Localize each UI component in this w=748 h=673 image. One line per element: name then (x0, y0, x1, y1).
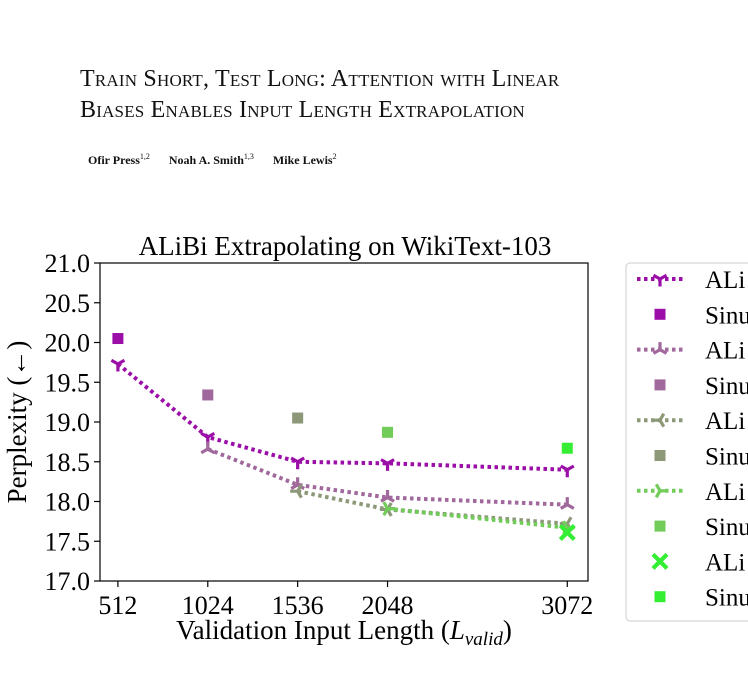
legend-marker (652, 342, 668, 355)
legend-item-9: Sinu (654, 585, 748, 612)
x-tick-label: 1536 (272, 591, 324, 620)
legend-marker (654, 308, 666, 320)
x-tick-label: 1024 (182, 591, 234, 620)
author-name: Mike Lewis (272, 153, 333, 167)
series-line (207, 447, 568, 507)
legend-item-3: Sinu (654, 373, 748, 400)
series-line (387, 506, 568, 530)
legend-item-5: Sinu (654, 444, 748, 471)
series-layer (110, 333, 576, 541)
y-tick-label: 20.5 (45, 289, 91, 318)
x-axis-label: Validation Input Length (Lvalid) (176, 615, 512, 650)
series-3 (202, 389, 214, 401)
author-3: Mike Lewis2 (272, 152, 337, 167)
author-name: Ofir Press (88, 153, 140, 167)
perplexity-chart: ALiBi Extrapolating on WikiText-103 17.0… (2, 231, 748, 650)
author-affiliation: 1,2 (139, 152, 150, 161)
data-point (292, 412, 304, 424)
series-8 (558, 524, 576, 541)
y-tick-label: 17.5 (45, 527, 91, 556)
data-point (202, 389, 214, 401)
x-axis-label-close: ) (503, 615, 512, 645)
legend-item-4: ALi (637, 408, 745, 435)
legend: ALi Sinu ALi Sinu ALi Sinu ALi Sinu ALi Sinu (625, 262, 748, 622)
legend-label: Sinu (705, 585, 748, 612)
y-tick-label: 18.0 (45, 488, 91, 517)
legend-marker (652, 412, 666, 428)
data-point (112, 333, 124, 345)
author-list: Ofir Press1,2 Noah A. Smith1,3 Mike Lewi… (88, 152, 353, 168)
x-axis-label-text: Validation Input Length ( (176, 615, 450, 645)
legend-label: ALi (705, 267, 745, 294)
y-axis-label: Perplexity (←) (2, 341, 32, 504)
y-tick-label: 17.0 (45, 567, 91, 596)
series-line (297, 489, 568, 526)
legend-label: Sinu (705, 514, 748, 541)
legend-item-6: ALi (637, 479, 745, 506)
legend-marker (651, 552, 669, 570)
series-7 (382, 426, 394, 438)
legend-marker (654, 450, 666, 461)
data-point (290, 483, 303, 499)
data-point (559, 497, 575, 510)
series-9 (561, 442, 573, 454)
y-tick-label: 21.0 (45, 249, 91, 278)
legend-item-7: Sinu (654, 514, 748, 541)
author-affiliation: 1,3 (243, 152, 254, 161)
legend-marker (654, 591, 666, 603)
legend-label: Sinu (705, 302, 748, 329)
data-point (382, 501, 396, 516)
data-point (110, 358, 126, 372)
data-point (200, 441, 216, 455)
legend-item-8: ALi (651, 549, 745, 576)
series-0 (110, 358, 575, 478)
legend-item-0: ALi (637, 267, 745, 294)
legend-label: Sinu (705, 373, 748, 400)
series-1 (112, 333, 124, 345)
series-line (116, 362, 568, 472)
paper-title-line-2: Biases Enables Input Length Extrapolatio… (80, 97, 525, 123)
plot-frame (99, 262, 589, 582)
author-2: Noah A. Smith1,3 (168, 152, 254, 167)
x-tick-label: 3072 (541, 591, 593, 620)
y-tick-label: 18.5 (45, 448, 91, 477)
legend-label: ALi (705, 338, 745, 365)
legend-marker (654, 520, 666, 532)
x-tick-label: 512 (98, 591, 137, 620)
paper-title: Train Short, Test Long: Attention with L… (80, 64, 720, 126)
author-affiliation: 2 (332, 152, 337, 161)
x-axis: 512 1024 1536 2048 3072 (98, 581, 593, 620)
data-point (561, 442, 573, 454)
chart-title: ALiBi Extrapolating on WikiText-103 (139, 231, 552, 261)
legend-marker (654, 379, 666, 391)
legend-label: Sinu (705, 444, 748, 471)
y-tick-label: 20.0 (45, 329, 91, 358)
x-axis-label-subscript: valid (465, 629, 503, 650)
y-axis: 17.0 17.5 18.0 18.5 19.0 19.5 20.0 20.5 21.0 (45, 249, 100, 596)
data-point (380, 458, 395, 471)
data-point (559, 464, 575, 478)
x-axis-label-variable: L (449, 615, 465, 645)
y-tick-label: 19.0 (45, 408, 91, 437)
data-point (290, 456, 305, 470)
legend-item-2: ALi (637, 338, 745, 365)
legend-item-1: Sinu (654, 302, 748, 329)
y-tick-label: 19.5 (45, 368, 91, 397)
legend-label: ALi (705, 549, 745, 576)
series-6 (382, 501, 575, 536)
data-point (380, 490, 395, 503)
data-point (382, 426, 394, 438)
series-2 (200, 441, 575, 510)
author-name: Noah A. Smith (168, 153, 244, 167)
legend-marker (654, 483, 668, 499)
legend-marker (652, 273, 668, 287)
data-point (558, 524, 576, 541)
paper-title-line-1: Train Short, Test Long: Attention with L… (80, 66, 560, 92)
legend-items: ALi Sinu ALi Sinu ALi Sinu ALi Sinu ALi Sinu (637, 267, 748, 612)
series-5 (292, 412, 304, 424)
legend-label: ALi (705, 479, 745, 506)
legend-label: ALi (705, 408, 745, 435)
author-1: Ofir Press1,2 (88, 152, 150, 167)
x-tick-label: 2048 (362, 591, 414, 620)
